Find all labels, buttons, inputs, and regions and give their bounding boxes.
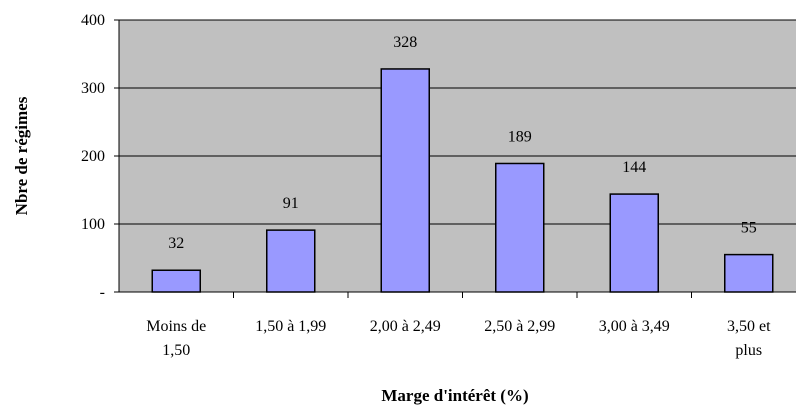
value-label: 91 xyxy=(283,195,299,212)
x-axis-title: Marge d'intérêt (%) xyxy=(381,386,528,405)
value-label: 328 xyxy=(393,34,417,51)
x-tick-label: 3,00 à 3,49 xyxy=(599,318,670,335)
value-label: 55 xyxy=(741,220,757,237)
y-tick-label: 100 xyxy=(81,216,105,233)
y-tick-label: 300 xyxy=(81,80,105,97)
y-axis-title: Nbre de régimes xyxy=(12,96,31,215)
bar xyxy=(724,253,774,293)
x-tick-label: 2,00 à 2,49 xyxy=(370,318,441,335)
x-tick-label: 3,50 et plus xyxy=(727,318,771,359)
bar xyxy=(380,68,430,293)
x-tick-label: 1,50 à 1,99 xyxy=(255,318,326,335)
bar xyxy=(609,193,659,293)
x-tick-label: 2,50 à 2,99 xyxy=(484,318,555,335)
y-tick-label: 400 xyxy=(81,12,105,29)
value-label: 189 xyxy=(508,128,532,145)
bar xyxy=(266,229,316,293)
bar xyxy=(495,162,545,293)
value-label: 32 xyxy=(168,235,184,252)
bar xyxy=(151,269,201,293)
value-label: 144 xyxy=(622,159,646,176)
y-tick-label: - xyxy=(100,284,105,301)
x-tick-label: Moins de 1,50 xyxy=(146,318,206,359)
y-tick-label: 200 xyxy=(81,148,105,165)
